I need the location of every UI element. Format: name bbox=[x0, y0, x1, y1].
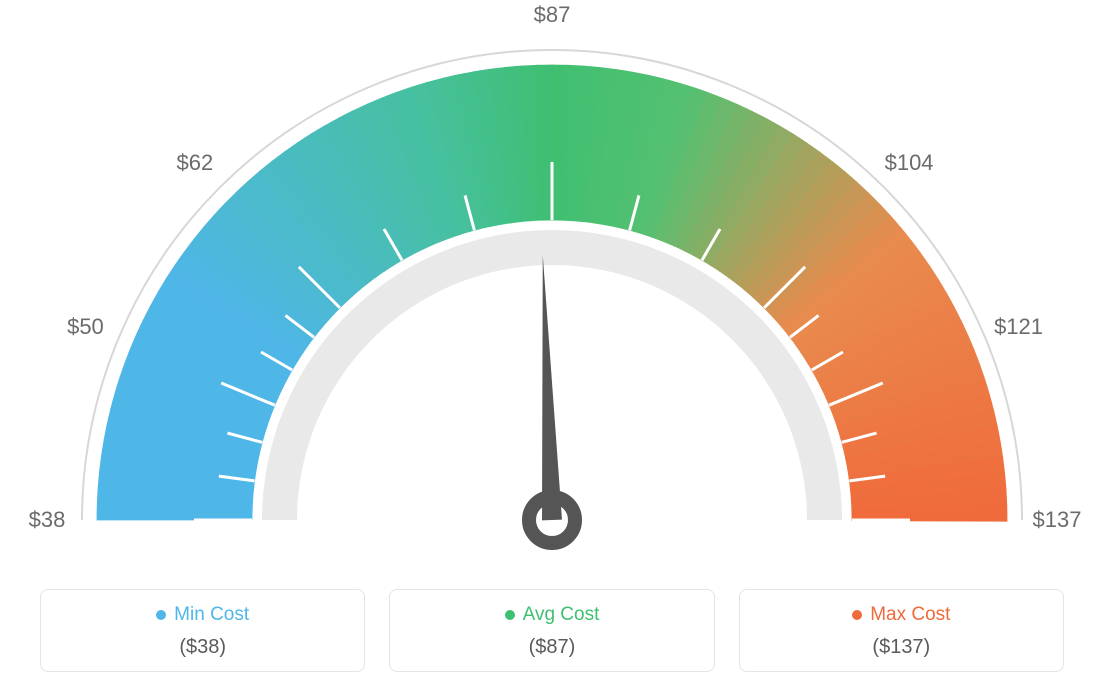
legend-value: ($87) bbox=[400, 636, 703, 659]
legend-row: Min Cost ($38) Avg Cost ($87) Max Cost ($137) bbox=[0, 589, 1104, 672]
gauge-tick-label: $38 bbox=[29, 507, 66, 533]
legend-title: Max Cost bbox=[852, 604, 950, 626]
gauge-svg bbox=[0, 0, 1104, 560]
legend-dot-icon bbox=[156, 610, 166, 620]
gauge-tick-label: $50 bbox=[67, 314, 104, 340]
legend-title: Avg Cost bbox=[505, 604, 600, 626]
legend-card: Max Cost ($137) bbox=[739, 589, 1064, 672]
legend-label: Max Cost bbox=[870, 604, 950, 626]
legend-label: Min Cost bbox=[174, 604, 249, 626]
gauge-tick-label: $104 bbox=[885, 150, 934, 176]
legend-card: Avg Cost ($87) bbox=[389, 589, 714, 672]
legend-card: Min Cost ($38) bbox=[40, 589, 365, 672]
gauge-tick-label: $121 bbox=[994, 314, 1043, 340]
gauge-tick-label: $137 bbox=[1033, 507, 1082, 533]
legend-dot-icon bbox=[852, 610, 862, 620]
legend-title: Min Cost bbox=[156, 604, 249, 626]
gauge-chart: $38 $50 $62 $87 $104 $121 $137 bbox=[0, 0, 1104, 560]
gauge-tick-label: $87 bbox=[534, 2, 571, 28]
legend-label: Avg Cost bbox=[523, 604, 600, 626]
legend-value: ($38) bbox=[51, 636, 354, 659]
gauge-tick-label: $62 bbox=[177, 150, 214, 176]
legend-dot-icon bbox=[505, 610, 515, 620]
legend-value: ($137) bbox=[750, 636, 1053, 659]
